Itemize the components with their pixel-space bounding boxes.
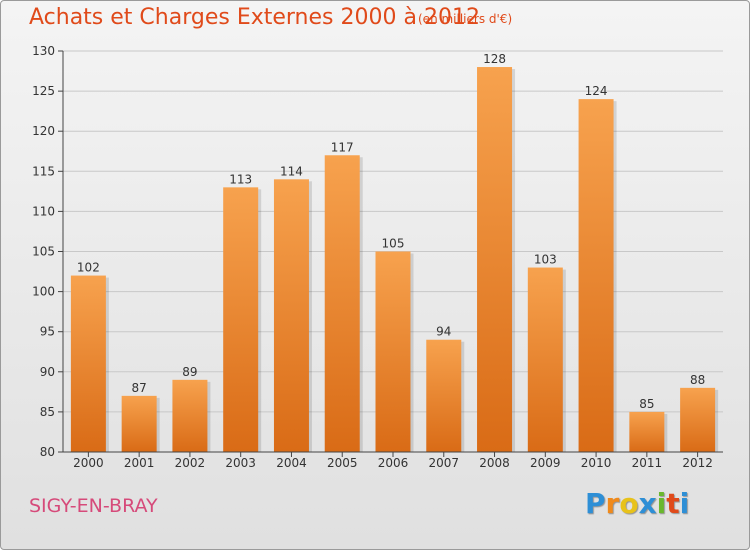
y-tick-label: 80	[40, 445, 55, 459]
y-tick-label: 115	[32, 164, 55, 178]
x-tick-label: 2001	[124, 456, 155, 470]
bar	[273, 179, 309, 452]
bar-value-label: 85	[639, 397, 654, 411]
x-tick-label: 2004	[276, 456, 307, 470]
bar	[375, 251, 411, 452]
bar-value-label: 89	[182, 365, 197, 379]
proxiti-logo[interactable]: Proxiti	[585, 487, 689, 520]
x-tick-label: 2003	[225, 456, 256, 470]
x-tick-label: 2000	[73, 456, 104, 470]
y-tick-label: 85	[40, 405, 55, 419]
x-tick-label: 2011	[632, 456, 663, 470]
bar-value-label: 87	[132, 381, 147, 395]
bar	[477, 67, 513, 452]
x-tick-label: 2005	[327, 456, 358, 470]
y-tick-label: 125	[32, 84, 55, 98]
bar	[426, 339, 462, 452]
bar	[223, 187, 259, 452]
bar-value-label: 124	[585, 84, 608, 98]
x-tick-label: 2009	[530, 456, 561, 470]
bar-value-label: 102	[77, 261, 100, 275]
bar-value-label: 105	[382, 237, 405, 251]
x-tick-label: 2010	[581, 456, 612, 470]
logo-letter: i	[656, 487, 667, 520]
bar-value-label: 113	[229, 172, 252, 186]
bar	[629, 411, 665, 452]
commune-name: SIGY-EN-BRAY	[29, 495, 158, 517]
y-tick-label: 130	[32, 44, 55, 58]
x-tick-label: 2012	[682, 456, 713, 470]
logo-letter: r	[605, 487, 620, 520]
x-tick-label: 2002	[175, 456, 206, 470]
chart-subtitle: (en milliers d'€)	[418, 12, 513, 26]
bar	[527, 267, 563, 452]
bar	[121, 395, 157, 452]
x-tick-label: 2007	[428, 456, 459, 470]
bar-value-label: 94	[436, 325, 451, 339]
y-tick-label: 110	[32, 204, 55, 218]
bar-value-label: 117	[331, 140, 354, 154]
bar-value-label: 128	[483, 52, 506, 66]
y-tick-label: 100	[32, 285, 55, 299]
bar	[324, 155, 360, 452]
logo-letter: t	[666, 487, 680, 520]
chart-title: Achats et Charges Externes 2000 à 2012	[29, 5, 480, 30]
logo-letter: o	[619, 487, 639, 520]
x-tick-label: 2006	[378, 456, 409, 470]
x-tick-label: 2008	[479, 456, 510, 470]
bar-value-label: 103	[534, 253, 557, 267]
bar	[680, 387, 716, 452]
logo-letter: i	[679, 487, 690, 520]
bar-value-label: 114	[280, 164, 303, 178]
logo-letter: P	[585, 487, 606, 520]
y-tick-label: 90	[40, 365, 55, 379]
bar-value-label: 88	[690, 373, 705, 387]
y-tick-label: 120	[32, 124, 55, 138]
y-tick-label: 95	[40, 325, 55, 339]
logo-letter: x	[638, 487, 657, 520]
bar	[172, 379, 208, 452]
y-tick-label: 105	[32, 245, 55, 259]
bar	[578, 99, 614, 453]
bar	[70, 275, 106, 452]
